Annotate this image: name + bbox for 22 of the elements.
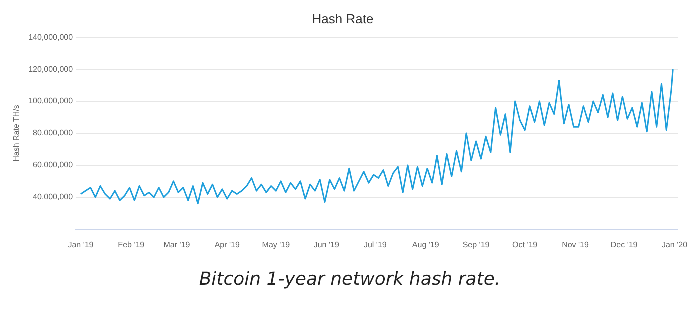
x-tick-label: Jan '19: [68, 240, 94, 250]
x-tick-label: Sep '19: [462, 240, 490, 250]
x-tick-label: Jan '20: [662, 240, 688, 250]
y-axis-title: Hash Rate TH/s: [12, 105, 22, 162]
x-tick-label: May '19: [262, 240, 291, 250]
y-tick-label: 80,000,000: [33, 128, 74, 138]
y-tick-label: 120,000,000: [28, 64, 74, 74]
text: Bitcoin 1-year network hash rate.: [198, 269, 502, 290]
x-tick-label: Oct '19: [512, 240, 538, 250]
y-tick-label: 40,000,000: [33, 192, 74, 202]
x-tick-label: Feb '19: [118, 240, 146, 250]
x-tick-label: Jun '19: [314, 240, 340, 250]
x-tick-label: Jul '19: [364, 240, 388, 250]
chart-title: Hash Rate: [312, 11, 374, 26]
y-tick-label: 60,000,000: [33, 160, 74, 170]
x-tick-label: Mar '19: [164, 240, 191, 250]
y-tick-label: 100,000,000: [28, 96, 74, 106]
y-tick-label: 140,000,000: [28, 32, 74, 42]
x-tick-label: Nov '19: [562, 240, 590, 250]
x-tick-label: Apr '19: [214, 240, 240, 250]
x-tick-label: Aug '19: [412, 240, 440, 250]
x-tick-label: Dec '19: [610, 240, 638, 250]
